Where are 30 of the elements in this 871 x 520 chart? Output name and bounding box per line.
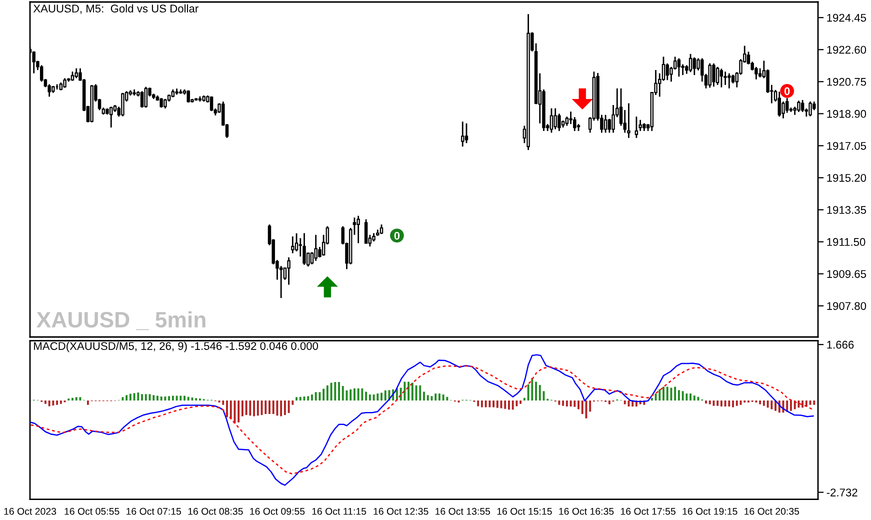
x-tick-label: 16 Oct 16:35 <box>559 508 614 515</box>
x-tick-label: 16 Oct 17:55 <box>620 508 676 515</box>
x-tick-label: 16 Oct 09:55 <box>250 508 305 515</box>
y-tick-label: 1924.45 <box>827 14 866 22</box>
chart-title: MACD(XAUUSD/M5, 12, 26, 9) -1.546 -1.592 0.046 0.000 <box>34 342 318 352</box>
y-tick-label: 1.666 <box>827 340 854 349</box>
x-tick-label: 16 Oct 07:15 <box>126 508 182 515</box>
x-tick-label: 16 Oct 2023 <box>4 508 56 515</box>
y-tick-label: 1918.90 <box>827 110 866 118</box>
x-tick-label: 16 Oct 08:35 <box>188 508 243 515</box>
y-tick-label: 1909.65 <box>827 270 866 278</box>
x-tick-label: 16 Oct 12:35 <box>374 508 428 515</box>
x-tick-label: 16 Oct 19:15 <box>682 508 738 515</box>
x-tick-label: 16 Oct 05:55 <box>64 508 120 515</box>
y-tick-label: -2.732 <box>826 488 858 496</box>
y-tick-label: 1913.35 <box>827 206 866 214</box>
annotation: 0 <box>394 232 400 240</box>
y-tick-label: 1922.60 <box>827 46 866 54</box>
annotation: XAUUSD _ 5min <box>36 311 206 330</box>
y-tick-label: 1917.05 <box>827 142 866 150</box>
chart-title: XAUUSD, M5: Gold vs US Dollar <box>33 4 198 14</box>
y-tick-label: 1907.80 <box>827 302 866 310</box>
x-tick-label: 16 Oct 11:15 <box>312 508 366 515</box>
x-tick-label: 16 Oct 15:15 <box>497 508 552 515</box>
y-tick-label: 1911.50 <box>827 238 866 246</box>
annotation: 0 <box>784 87 790 96</box>
y-tick-label: 1915.20 <box>827 174 866 182</box>
y-tick-label: 1920.75 <box>827 78 866 86</box>
x-tick-label: 16 Oct 13:55 <box>436 508 490 515</box>
x-tick-label: 16 Oct 20:35 <box>744 508 800 515</box>
